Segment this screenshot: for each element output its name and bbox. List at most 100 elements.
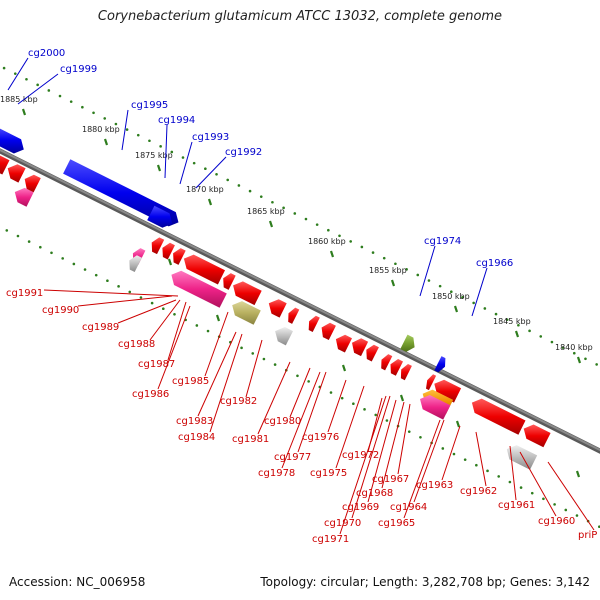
tick-dot: [553, 503, 556, 506]
tick-dot: [58, 94, 62, 98]
major-tick: [399, 394, 405, 402]
tick-dot: [307, 380, 310, 383]
leader-line: [149, 299, 181, 341]
accession-text: Accession: NC_006958: [9, 575, 146, 589]
tick-dot: [36, 83, 39, 87]
tick-dot: [385, 419, 389, 422]
tick-dot: [117, 285, 120, 288]
leader-line: [519, 451, 557, 517]
tick-dot: [427, 279, 431, 282]
tick-layer: 1885 kbp 1880 kbp 1875 kbp 1870 kbp 1865 kbp…: [0, 66, 600, 529]
gene-arrow: [321, 322, 336, 340]
tick-dot: [72, 262, 76, 266]
leader-line: [441, 425, 461, 481]
tick-label: 1875 kbp: [135, 151, 173, 160]
tick-dot: [338, 234, 341, 238]
gene-label: cg1965: [378, 518, 415, 529]
leader-line: [121, 109, 129, 151]
tick-dot: [483, 307, 487, 310]
tick-label: 1845 kbp: [493, 317, 531, 326]
tick-dot: [94, 273, 98, 277]
tick-dot: [16, 234, 20, 238]
backbone-layer: [0, 148, 600, 454]
tick-dot: [363, 408, 366, 411]
gene-arrow: [14, 187, 34, 207]
tick-label: 1870 kbp: [186, 185, 224, 194]
tick-dot: [262, 357, 266, 361]
leader-line: [335, 385, 365, 469]
gene-label: cg1982: [220, 396, 257, 407]
major-tick: [390, 279, 396, 287]
tick-dot: [572, 351, 576, 355]
tick-dot: [2, 66, 6, 70]
gene-label: cg1981: [232, 434, 269, 445]
gene-arrow: [366, 344, 379, 362]
tick-label: 1885 kbp: [0, 95, 38, 104]
leader-line: [297, 371, 327, 453]
tick-dot: [248, 189, 252, 193]
tick-dot: [584, 357, 587, 361]
gene-label: cg1994: [158, 115, 195, 126]
gene-label: cg1986: [132, 389, 169, 400]
major-tick: [167, 258, 173, 266]
tick-dot: [136, 133, 140, 137]
leader-line: [179, 141, 193, 185]
gene-label: cg1985: [172, 376, 209, 387]
tick-dot: [83, 268, 87, 271]
leader-line: [204, 311, 229, 377]
gene-arrow: [275, 327, 293, 346]
gene-label: cg1984: [178, 432, 215, 443]
gene-label: cg1989: [82, 322, 119, 333]
tick-dot: [273, 363, 277, 366]
leader-line: [17, 73, 59, 105]
gene-arrow: [232, 301, 261, 325]
tick-dot: [463, 458, 467, 461]
tick-dot: [139, 296, 143, 299]
gene-label: cg1962: [460, 486, 497, 497]
tick-dot: [125, 128, 129, 131]
tick-dot: [327, 228, 330, 232]
gene-label: cg1987: [138, 359, 175, 370]
tick-dot: [271, 200, 274, 204]
tick-dot: [114, 122, 118, 126]
gene-label: cg1964: [390, 502, 427, 513]
gene-label: cg1978: [258, 468, 295, 479]
tick-label: 1850 kbp: [432, 292, 470, 301]
tick-dot: [150, 301, 154, 305]
leader-line: [381, 401, 405, 489]
tick-dot: [486, 469, 489, 473]
gene-label: cg1969: [342, 502, 379, 513]
leader-line: [209, 333, 243, 433]
leader-line: [257, 361, 291, 435]
tick-dot: [371, 251, 375, 254]
gene-arrow: [0, 155, 10, 175]
leader-line: [413, 419, 445, 503]
gene-label: cg1968: [356, 488, 393, 499]
tick-dot: [81, 105, 84, 109]
gene-arrow: [420, 395, 451, 420]
gene-arrow: [233, 281, 262, 306]
gene-label: cg1990: [42, 305, 79, 316]
tick-dot: [505, 318, 509, 321]
gene-label: cg1999: [60, 64, 97, 75]
tick-dot: [472, 301, 475, 305]
major-tick: [21, 108, 27, 116]
tick-dot: [282, 206, 285, 210]
major-tick: [576, 356, 582, 364]
gene-arrow: [0, 128, 24, 154]
gene-label: cg1960: [538, 516, 575, 527]
label-layer: cg2000 cg1999 cg1995 cg1994 cg1993 cg1992 cg19…: [6, 48, 597, 545]
gene-arrow: [24, 174, 41, 193]
gene-label: cg1970: [324, 518, 361, 529]
tick-dot: [475, 463, 478, 467]
tick-dot: [13, 72, 17, 75]
gene-arrow: [183, 254, 225, 285]
tick-dot: [349, 240, 352, 243]
gene-arrow: [335, 334, 352, 353]
leader-line: [197, 331, 237, 417]
major-tick: [215, 314, 221, 322]
leader-line: [289, 367, 311, 418]
major-tick: [455, 420, 461, 428]
tick-dot: [5, 229, 9, 232]
gene-label: cg2000: [28, 48, 65, 59]
